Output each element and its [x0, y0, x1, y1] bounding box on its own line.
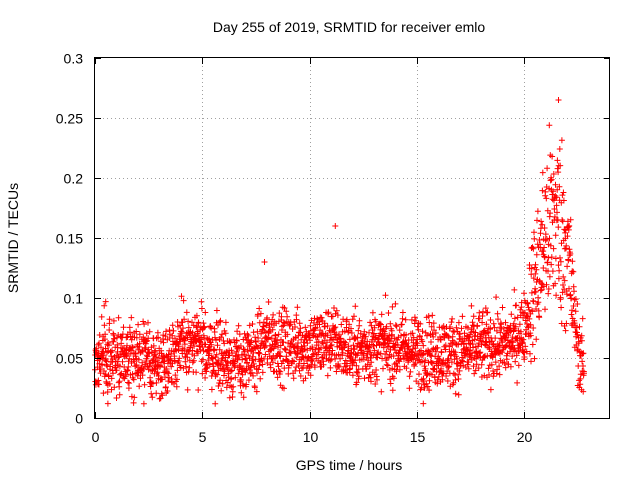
- x-axis-label: GPS time / hours: [296, 457, 403, 473]
- y-tick-label: 0.2: [64, 171, 84, 187]
- x-tick-label: 20: [517, 429, 533, 445]
- y-tick-label: 0.15: [56, 231, 83, 247]
- x-tick-label: 5: [199, 429, 207, 445]
- axis-ticks: [95, 58, 610, 419]
- y-tick-label: 0.25: [56, 111, 83, 127]
- chart-title: Day 255 of 2019, SRMTID for receiver eml…: [213, 19, 486, 35]
- y-tick-label: 0.05: [56, 351, 83, 367]
- y-axis-tick-labels: 0 0.05 0.1 0.15 0.2 0.25 0.3: [56, 51, 83, 427]
- x-tick-label: 15: [410, 429, 426, 445]
- x-tick-label: 0: [92, 429, 100, 445]
- y-axis-label: SRMTID / TECUs: [5, 183, 21, 293]
- y-tick-label: 0.3: [64, 51, 84, 67]
- y-tick-label: 0: [75, 411, 83, 427]
- x-axis-tick-labels: 0 5 10 15 20: [92, 429, 533, 445]
- series-markers-srmtid: [92, 97, 587, 407]
- y-tick-label: 0.1: [64, 291, 84, 307]
- x-tick-label: 10: [303, 429, 319, 445]
- data-series-srmtid: [92, 97, 587, 407]
